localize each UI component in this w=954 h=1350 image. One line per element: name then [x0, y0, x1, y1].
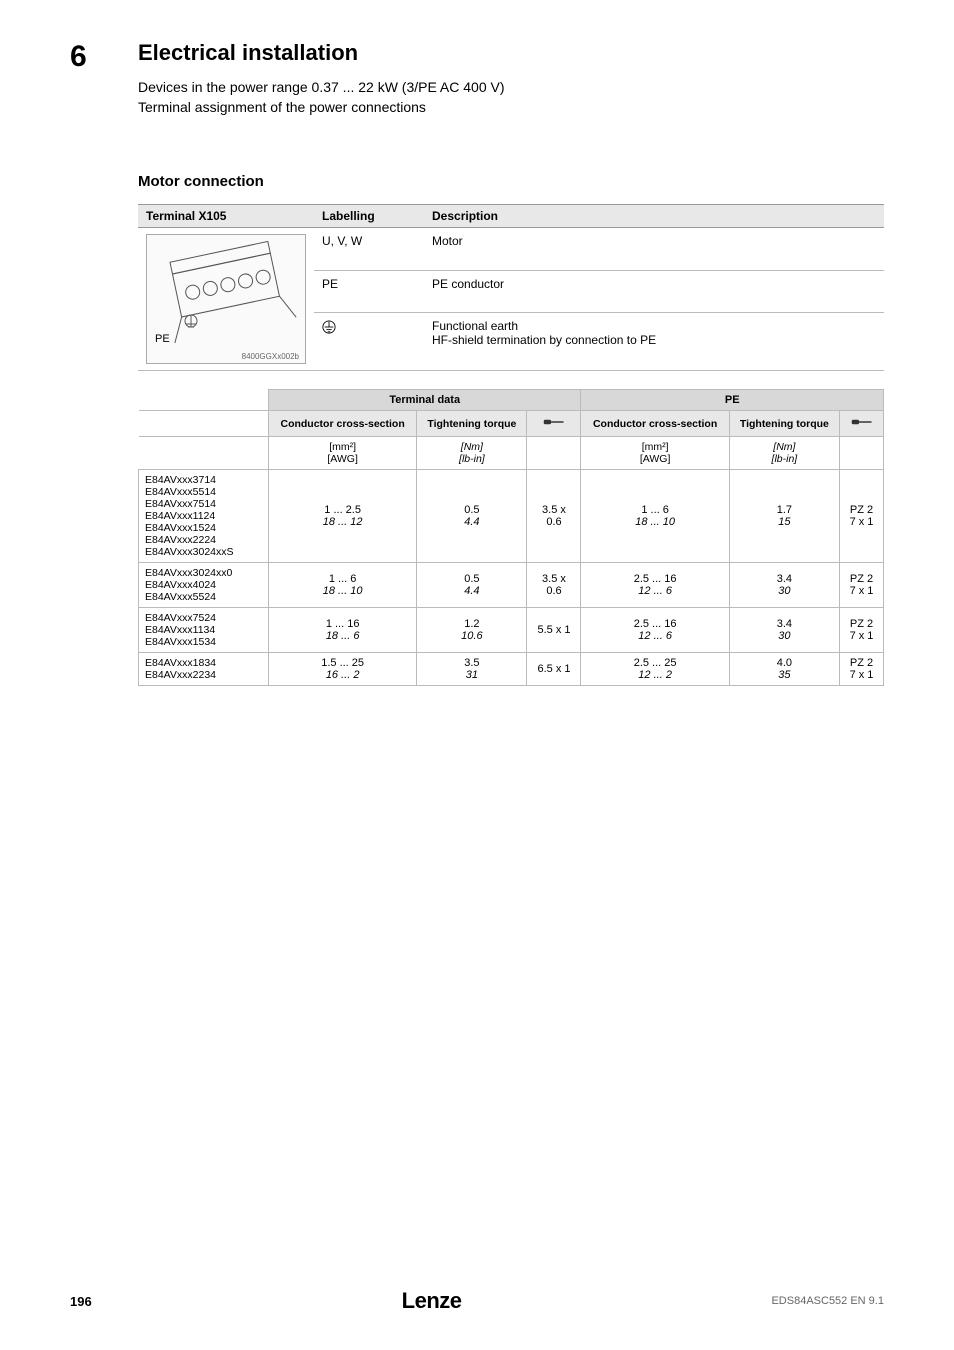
- td-conductor-cs: 1 ... 618 ... 10: [269, 563, 417, 608]
- chapter-number: 6: [70, 40, 100, 74]
- terminal-data-table: Terminal data PE Conductor cross-section…: [138, 389, 884, 686]
- table-row: E84AVxxx3024xx0E84AVxxx4024E84AVxxx55241…: [139, 563, 884, 608]
- brand-logo: Lenze: [402, 1288, 462, 1314]
- td-screwdriver: 5.5 x 1: [527, 608, 581, 653]
- t2-corner: [139, 390, 269, 411]
- page-number: 196: [70, 1294, 92, 1309]
- td-screwdriver: 3.5 x 0.6: [527, 563, 581, 608]
- pe-conductor-cs: 2.5 ... 1612 ... 6: [581, 608, 729, 653]
- t1-header-labelling: Labelling: [314, 205, 424, 228]
- ground-icon: [322, 320, 336, 334]
- t2-sub-blank: [139, 411, 269, 437]
- chapter-subtitle-1: Devices in the power range 0.37 ... 22 k…: [138, 78, 884, 98]
- table-row: E84AVxxx7524E84AVxxx1134E84AVxxx15341 ..…: [139, 608, 884, 653]
- chapter-subtitle-2: Terminal assignment of the power connect…: [138, 98, 884, 118]
- pe-driver: PZ 2 7 x 1: [840, 653, 884, 686]
- td-screwdriver: 3.5 x 0.6: [527, 470, 581, 563]
- t1-row1-label: PE: [314, 270, 424, 312]
- t1-row2-desc: Functional earth HF-shield termination b…: [424, 312, 884, 370]
- terminal-diagram-cell: PE 8400GGXx002b: [138, 228, 314, 371]
- diagram-caption: 8400GGXx002b: [242, 352, 299, 361]
- t2-sub-pe-tt: Tightening torque: [729, 411, 839, 437]
- td-conductor-cs: 1 ... 1618 ... 6: [269, 608, 417, 653]
- t1-header-terminal: Terminal X105: [138, 205, 314, 228]
- pe-conductor-cs: 2.5 ... 2512 ... 2: [581, 653, 729, 686]
- pe-conductor-cs: 2.5 ... 1612 ... 6: [581, 563, 729, 608]
- pe-driver: PZ 2 7 x 1: [840, 563, 884, 608]
- td-tightening-torque: 0.54.4: [417, 470, 527, 563]
- t2-group-pe: PE: [581, 390, 884, 411]
- pe-tightening-torque: 1.715: [729, 470, 839, 563]
- section-title: Motor connection: [138, 173, 884, 190]
- t1-row0-label: U, V, W: [314, 228, 424, 270]
- screwdriver-icon: [543, 415, 565, 429]
- model-list-cell: E84AVxxx3714E84AVxxx5514E84AVxxx7514E84A…: [139, 470, 269, 563]
- t2-sub-td-tt: Tightening torque: [417, 411, 527, 437]
- terminal-description-table: Terminal X105 Labelling Description: [138, 204, 884, 371]
- pe-driver: PZ 2 7 x 1: [840, 470, 884, 563]
- t2-unit-blank: [139, 437, 269, 470]
- t2-unit-td-cs: [mm²] [AWG]: [269, 437, 417, 470]
- model-list-cell: E84AVxxx7524E84AVxxx1134E84AVxxx1534: [139, 608, 269, 653]
- t2-sub-td-cs: Conductor cross-section: [269, 411, 417, 437]
- t2-unit-pe-tt: [Nm] [lb-in]: [729, 437, 839, 470]
- chapter-header: 6 Electrical installation: [70, 40, 884, 74]
- terminal-svg: [147, 235, 307, 345]
- t2-sub-pe-sd: [840, 411, 884, 437]
- t1-row2-label: [314, 312, 424, 370]
- pe-conductor-cs: 1 ... 618 ... 10: [581, 470, 729, 563]
- terminal-diagram: PE 8400GGXx002b: [146, 234, 306, 364]
- screwdriver-icon: [851, 415, 873, 429]
- pe-tightening-torque: 3.430: [729, 608, 839, 653]
- t2-unit-pe-cs: [mm²] [AWG]: [581, 437, 729, 470]
- pe-driver: PZ 2 7 x 1: [840, 608, 884, 653]
- t2-sub-td-sd: [527, 411, 581, 437]
- td-tightening-torque: 0.54.4: [417, 563, 527, 608]
- t2-sub-pe-cs: Conductor cross-section: [581, 411, 729, 437]
- t1-header-description: Description: [424, 205, 884, 228]
- model-list-cell: E84AVxxx1834E84AVxxx2234: [139, 653, 269, 686]
- table-row: E84AVxxx1834E84AVxxx22341.5 ... 2516 ...…: [139, 653, 884, 686]
- t1-row0-desc: Motor: [424, 228, 884, 270]
- td-tightening-torque: 1.210.6: [417, 608, 527, 653]
- td-tightening-torque: 3.531: [417, 653, 527, 686]
- t1-row1-desc: PE conductor: [424, 270, 884, 312]
- t2-unit-td-tt: [Nm] [lb-in]: [417, 437, 527, 470]
- model-list-cell: E84AVxxx3024xx0E84AVxxx4024E84AVxxx5524: [139, 563, 269, 608]
- table-row: E84AVxxx3714E84AVxxx5514E84AVxxx7514E84A…: [139, 470, 884, 563]
- doc-id: EDS84ASC552 EN 9.1: [771, 1295, 884, 1307]
- td-conductor-cs: 1 ... 2.518 ... 12: [269, 470, 417, 563]
- diagram-pe-label: PE: [155, 333, 170, 345]
- pe-tightening-torque: 3.430: [729, 563, 839, 608]
- chapter-title: Electrical installation: [138, 40, 358, 66]
- page-footer: 196 Lenze EDS84ASC552 EN 9.1: [70, 1288, 884, 1314]
- t2-group-terminal-data: Terminal data: [269, 390, 581, 411]
- t2-unit-pe-sd: [840, 437, 884, 470]
- t2-unit-td-sd: [527, 437, 581, 470]
- td-conductor-cs: 1.5 ... 2516 ... 2: [269, 653, 417, 686]
- pe-tightening-torque: 4.035: [729, 653, 839, 686]
- td-screwdriver: 6.5 x 1: [527, 653, 581, 686]
